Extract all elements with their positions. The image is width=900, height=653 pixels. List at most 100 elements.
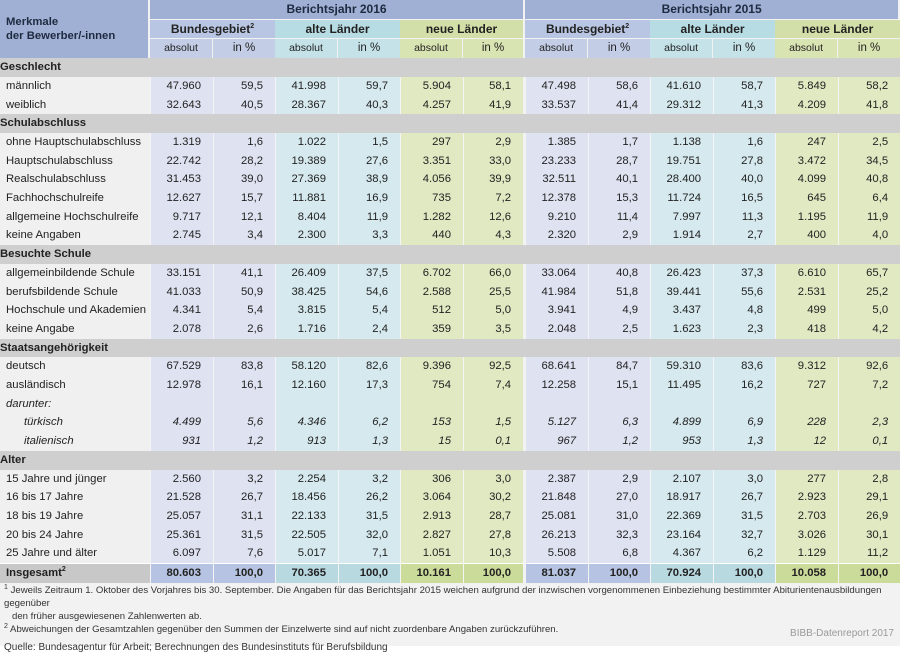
cell-absolute: 2.531 [775,282,839,302]
cell-percent: 16,2 [713,376,776,395]
brand-label: BIBB-Datenreport 2017 [790,628,894,639]
cell-absolute: 70.924 [650,563,714,583]
cell-percent: 92,6 [838,357,900,377]
cell-absolute: 67.529 [150,357,213,377]
cell-absolute: 1.129 [775,544,839,564]
cell-absolute: 2.254 [275,469,338,489]
footnote-1: 1 Jeweils Zeitraum 1. Oktober des Vorjah… [0,584,900,623]
cell-absolute: 1.138 [650,132,714,152]
section-header-row: Geschlecht [0,58,900,77]
cell-absolute: 1.385 [525,132,589,152]
cell-percent: 26,7 [213,488,275,507]
cell-percent: 50,9 [213,282,275,302]
cell-percent: 6,3 [588,413,651,433]
cell-absolute: 22.369 [650,506,714,526]
cell-percent [713,394,776,414]
cell-absolute: 9.396 [400,357,463,377]
cell-absolute: 5.849 [775,76,839,96]
cell-absolute: 1.716 [275,319,338,339]
cell-percent: 2,9 [588,226,651,246]
cell-absolute: 3.351 [400,151,463,171]
cell-absolute: 2.048 [525,319,589,339]
cell-percent: 16,1 [213,376,275,395]
header-row-years: Merkmale der Bewerber/-innen Berichtsjahr … [0,0,900,59]
cell-percent: 30,2 [463,488,526,507]
cell-absolute: 2.703 [775,506,839,526]
cell-percent: 16,5 [713,189,776,208]
cell-percent: 100,0 [588,563,651,583]
cell-absolute: 4.341 [150,301,213,320]
cell-absolute [275,394,338,414]
cell-percent: 100,0 [338,563,400,583]
cell-absolute: 4.099 [775,170,839,190]
cell-absolute: 26.423 [650,263,714,283]
cell-absolute: 4.346 [275,413,338,433]
cell-percent: 5,6 [213,413,275,433]
row-label-line2: der Bewerber/-innen [6,30,116,43]
cell-percent: 83,8 [213,357,275,377]
cell-absolute: 23.164 [650,525,714,545]
cell-absolute: 58.120 [275,357,338,377]
unit-absolute: absolut [275,38,338,59]
cell-absolute: 1.051 [400,544,463,564]
cell-percent: 10,3 [463,544,526,564]
cell-absolute: 32.643 [150,95,213,115]
cell-percent: 58,7 [713,76,776,96]
row-label: Fachhochschulreife [0,189,150,208]
cell-absolute: 15 [400,432,463,451]
row-label: darunter: [0,394,150,414]
cell-percent: 1,6 [713,132,776,152]
group-header-bund: Bundesgebiet2 [150,18,275,39]
cell-absolute: 645 [775,189,839,208]
cell-percent: 1,5 [463,413,526,433]
cell-percent: 5,0 [838,301,900,320]
cell-absolute: 277 [775,469,839,489]
section-title: Alter [0,450,900,470]
cell-absolute [525,394,589,414]
cell-absolute: 2.560 [150,469,213,489]
row-label: 20 bis 24 Jahre [0,525,150,545]
table-row: Realschulabschluss 31.453 39,0 27.369 38,9 4.… [0,170,900,190]
cell-percent: 31,1 [213,506,275,526]
cell-percent: 17,3 [338,376,400,395]
section-title: Staatsangehörigkeit [0,338,900,358]
cell-percent: 11,3 [713,207,776,227]
cell-absolute: 59.310 [650,357,714,377]
table-row: deutsch 67.529 83,8 58.120 82,6 9.396 92,5 68.6… [0,357,900,377]
cell-percent: 51,8 [588,282,651,302]
cell-absolute: 11.724 [650,189,714,208]
cell-percent: 41,1 [213,263,275,283]
cell-absolute: 12.160 [275,376,338,395]
cell-absolute: 47.960 [150,76,213,96]
cell-absolute: 512 [400,301,463,320]
section-title: Schulabschluss [0,114,900,133]
cell-percent: 6,2 [713,544,776,564]
cell-absolute: 12.627 [150,189,213,208]
table-row: allgemeinbildende Schule 33.151 41,1 26.409… [0,263,900,283]
cell-absolute: 33.537 [525,95,589,115]
cell-percent: 27,0 [588,488,651,507]
cell-absolute [150,394,213,414]
cell-percent: 55,6 [713,282,776,302]
cell-percent: 0,1 [838,432,900,451]
cell-absolute: 153 [400,413,463,433]
footnote-text: Abweichungen der Gesamtzahlen gegenüber … [10,624,559,635]
cell-percent: 2,3 [713,319,776,339]
cell-percent: 38,9 [338,170,400,190]
group-header-alt: alte Länder [650,18,776,39]
cell-percent: 82,6 [338,357,400,377]
cell-absolute: 6.097 [150,544,213,564]
footnote-ref: 2 [625,22,630,30]
cell-absolute: 4.209 [775,95,839,115]
cell-percent: 3,0 [463,469,526,489]
cell-absolute: 2.107 [650,469,714,489]
cell-absolute: 9.312 [775,357,839,377]
footnote-2: 2 Abweichungen der Gesamtzahlen gegenübe… [0,623,900,636]
row-label: 16 bis 17 Jahre [0,488,150,507]
cell-absolute: 7.997 [650,207,714,227]
cell-absolute: 25.057 [150,506,213,526]
total-row: Insgesamt2 80.603 100,0 70.365 100,0 10.161 10… [0,563,900,583]
cell-absolute: 19.751 [650,151,714,171]
section-header-row: Alter [0,450,900,470]
